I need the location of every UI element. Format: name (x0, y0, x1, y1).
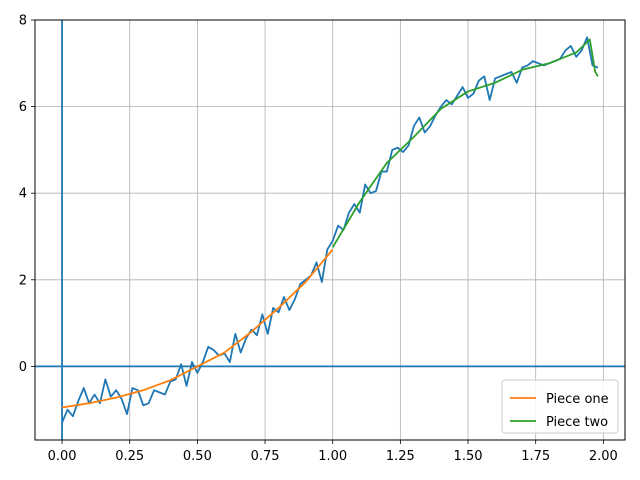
x-tick-label: 0.75 (251, 449, 280, 464)
y-tick-label: 0 (19, 360, 27, 375)
series-line-noisy-data (61, 36, 599, 424)
x-tick-label: 1.50 (454, 449, 483, 464)
x-axis-ticks: 0.00 0.25 0.50 0.75 1.00 1.25 1.50 1.75 2.00 (48, 440, 618, 464)
series-line-piece-one (61, 248, 334, 409)
x-tick-label: 1.25 (386, 449, 415, 464)
y-tick-label: 4 (19, 187, 27, 202)
x-tick-label: 2.00 (589, 449, 618, 464)
legend: Piece one Piece two (501, 379, 619, 434)
y-tick-label: 8 (19, 14, 27, 29)
x-tick-label: 1.75 (521, 449, 550, 464)
legend-label-piece-one: Piece one (546, 392, 609, 407)
x-tick-label: 0.25 (115, 449, 144, 464)
x-tick-label: 1.00 (318, 449, 347, 464)
grid (35, 19, 625, 440)
legend-box (501, 379, 619, 434)
y-tick-label: 2 (19, 273, 27, 288)
legend-label-piece-two: Piece two (546, 415, 608, 430)
y-tick-label: 6 (19, 100, 27, 115)
x-tick-label: 0.00 (48, 449, 77, 464)
plot-frame (34, 19, 626, 441)
series-layer (61, 36, 599, 424)
series-line-piece-two (331, 38, 599, 248)
x-tick-label: 0.50 (183, 449, 212, 464)
y-axis-ticks: 0 2 4 6 8 (19, 14, 35, 375)
reference-lines (35, 20, 625, 440)
